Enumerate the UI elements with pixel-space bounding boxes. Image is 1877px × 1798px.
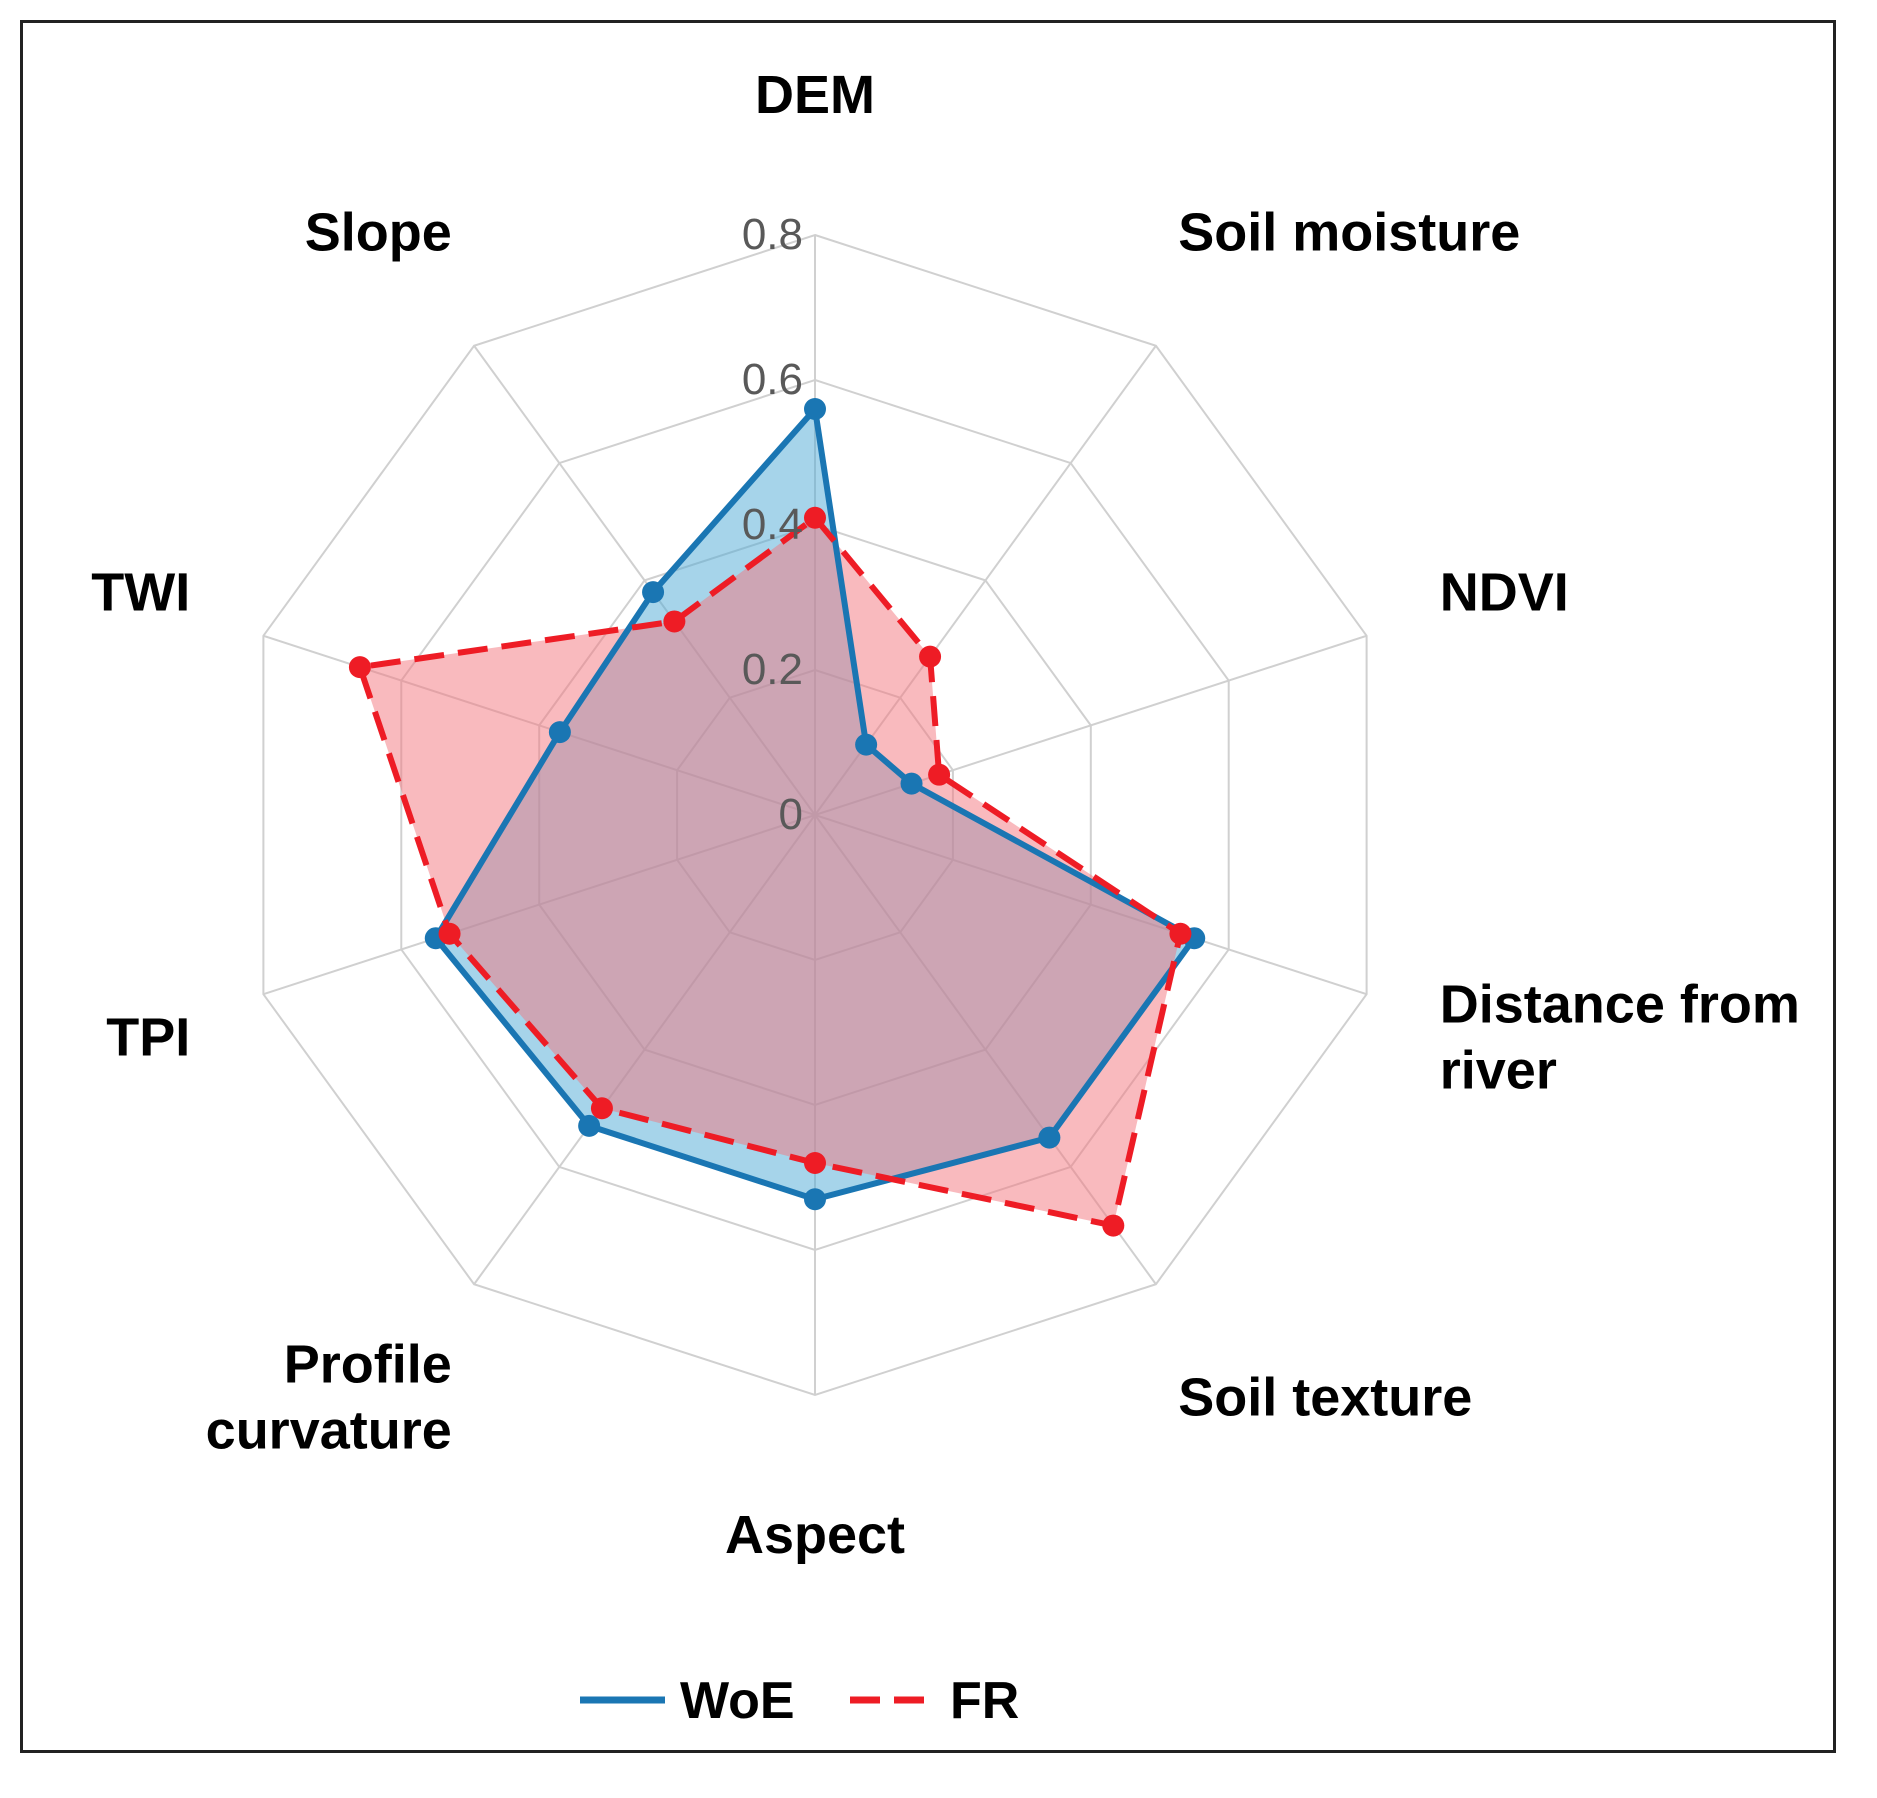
axis-label-slope: Slope <box>305 203 452 263</box>
point-woe-ndvi <box>900 772 923 795</box>
tick-label: 0 <box>779 790 803 839</box>
point-fr-twi <box>348 656 371 679</box>
axis-label-aspect: Aspect <box>725 1505 905 1565</box>
point-woe-dem <box>804 398 826 420</box>
point-fr-profile-curvature <box>590 1097 613 1120</box>
legend-label-fr: FR <box>950 1672 1019 1730</box>
axis-label-dem: DEM <box>755 65 875 125</box>
point-fr-aspect <box>804 1152 826 1174</box>
point-woe-twi <box>548 721 571 744</box>
point-woe-aspect <box>804 1188 826 1211</box>
point-fr-distance-from-river <box>1169 922 1192 945</box>
axis-label-soil-texture: Soil texture <box>1178 1367 1472 1427</box>
point-fr-soil-texture <box>1102 1214 1125 1237</box>
point-fr-ndvi <box>928 763 951 786</box>
chart-frame <box>20 20 1836 1753</box>
axis-label-twi: TWI <box>91 563 190 623</box>
point-fr-tpi <box>438 922 461 945</box>
point-fr-dem <box>804 506 826 529</box>
point-fr-slope <box>663 610 686 633</box>
tick-label: 0.2 <box>742 645 803 694</box>
radial-ticks: 0 0.2 0.4 0.6 0.8 <box>742 210 803 839</box>
legend-label-woe: WoE <box>680 1672 795 1730</box>
radar-series <box>348 398 1206 1237</box>
point-woe-profile-curvature <box>578 1114 601 1137</box>
point-woe-soil-moisture <box>855 733 878 756</box>
axis-label-soil-moisture: Soil moisture <box>1178 203 1520 263</box>
axis-label-tpi: TPI <box>106 1007 190 1067</box>
series-area-fr <box>359 517 1181 1226</box>
tick-label: 0.8 <box>742 210 803 259</box>
legend: WoE FR <box>580 1672 1019 1730</box>
point-woe-slope <box>642 581 665 604</box>
axis-label-profile-curvature: Profile curvature <box>206 1334 452 1460</box>
point-woe-soil-texture <box>1038 1126 1061 1149</box>
tick-label: 0.4 <box>742 500 803 549</box>
tick-label: 0.6 <box>742 355 803 404</box>
point-fr-soil-moisture <box>919 645 942 668</box>
axis-label-distance-from-river: Distance from river <box>1440 974 1800 1100</box>
axis-labels: DEM Soil moisture NDVI Distance from river So… <box>91 65 1800 1565</box>
axis-label-ndvi: NDVI <box>1440 563 1569 623</box>
